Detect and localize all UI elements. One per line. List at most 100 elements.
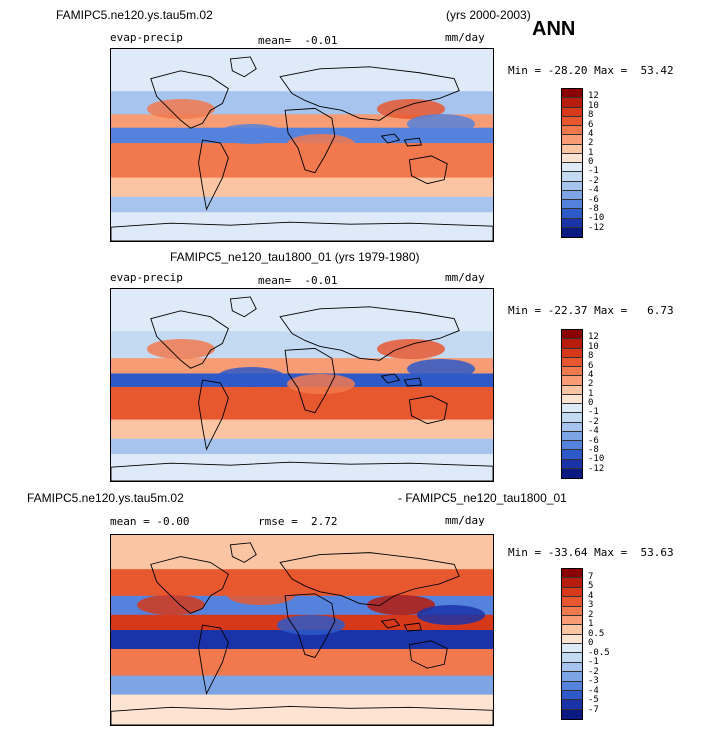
colorbar-swatch xyxy=(562,681,582,691)
panel2-variable: evap-precip xyxy=(110,271,183,284)
colorbar-swatch xyxy=(562,367,582,377)
coastline xyxy=(380,373,401,384)
field-anomaly xyxy=(217,367,285,387)
panel2-minmax: Min = -22.37 Max = 6.73 xyxy=(508,304,674,317)
colorbar-level-label: -12 xyxy=(588,222,605,233)
colorbar-swatch xyxy=(562,376,582,386)
coastline xyxy=(408,640,448,669)
colorbar-level-label: -1 xyxy=(588,657,599,667)
colorbar-swatch xyxy=(562,348,582,358)
panel3-map xyxy=(110,534,494,726)
colorbar-swatch xyxy=(562,459,582,469)
colorbar-level-label: 2 xyxy=(588,138,594,149)
coastline xyxy=(198,624,229,696)
coastline xyxy=(380,133,401,144)
colorbar-swatch xyxy=(562,606,582,616)
colorbar-level-label: 6 xyxy=(588,360,594,371)
colorbar-swatch xyxy=(562,468,582,478)
colorbar-swatch xyxy=(562,441,582,451)
colorbar-swatch xyxy=(562,394,582,404)
colorbar-level-label: -4 xyxy=(588,685,599,696)
coastline xyxy=(198,139,229,211)
field-band xyxy=(111,694,493,725)
colorbar-swatch xyxy=(562,709,582,719)
panel2-units: mm/day xyxy=(445,271,485,284)
field-band xyxy=(111,177,493,198)
panel1-map xyxy=(110,48,494,242)
panel3-title-right: - FAMIPC5_ne120_tau1800_01 xyxy=(398,491,567,505)
colorbar-level-label: 1 xyxy=(588,619,594,629)
panel3-minmax: Min = -33.64 Max = 53.63 xyxy=(508,546,674,559)
panel3-title-left: FAMIPC5.ne120.ys.tau5m.02 xyxy=(27,491,184,505)
coastline xyxy=(408,395,448,425)
panel2-colorbar xyxy=(561,329,583,479)
colorbar-swatch xyxy=(562,690,582,701)
colorbar-level-label: 0 xyxy=(588,398,594,408)
colorbar-level-label: -7 xyxy=(588,704,599,715)
colorbar-level-label: 0 xyxy=(588,157,594,167)
colorbar-level-label: -8 xyxy=(588,444,599,455)
field-anomaly xyxy=(377,99,445,119)
colorbar-swatch xyxy=(562,615,582,626)
colorbar-level-label: 10 xyxy=(588,100,599,111)
field-map-svg xyxy=(111,289,493,481)
colorbar-swatch xyxy=(562,190,582,200)
field-anomaly xyxy=(227,585,295,605)
field-band xyxy=(111,212,493,241)
colorbar-swatch xyxy=(562,163,582,173)
colorbar-swatch xyxy=(562,662,582,673)
colorbar-swatch xyxy=(562,98,582,108)
colorbar-swatch xyxy=(562,126,582,136)
field-map-svg xyxy=(111,535,493,725)
colorbar-swatch xyxy=(562,357,582,367)
panel3-mean: mean = -0.00 xyxy=(110,515,190,528)
colorbar-swatch xyxy=(562,218,582,228)
coastline xyxy=(279,552,460,606)
coastline xyxy=(380,618,401,629)
colorbar-swatch xyxy=(562,700,582,710)
field-band xyxy=(111,196,493,214)
colorbar-level-label: 4 xyxy=(588,369,594,380)
colorbar-swatch xyxy=(562,181,582,191)
field-band xyxy=(111,438,493,456)
colorbar-level-label: -6 xyxy=(588,194,599,205)
coastline xyxy=(229,56,257,78)
field-band xyxy=(111,569,493,597)
colorbar-swatch xyxy=(562,597,582,607)
field-anomaly xyxy=(147,339,215,359)
colorbar-level-label: -12 xyxy=(588,463,605,474)
field-anomaly xyxy=(377,339,445,359)
field-anomaly xyxy=(407,359,475,379)
coastline xyxy=(408,155,448,185)
colorbar-level-label: -1 xyxy=(588,166,599,177)
panel1-variable: evap-precip xyxy=(110,31,183,44)
colorbar-level-label: -4 xyxy=(588,185,599,196)
panel1-mean: mean= -0.01 xyxy=(258,34,338,47)
coastline xyxy=(150,70,229,129)
coastline xyxy=(229,296,257,318)
colorbar-level-label: 5 xyxy=(588,581,594,591)
colorbar-level-label: 7 xyxy=(588,571,594,582)
coastline xyxy=(111,705,493,725)
season-label: ANN xyxy=(532,18,576,40)
colorbar-swatch xyxy=(562,413,582,423)
colorbar-swatch xyxy=(562,172,582,182)
coastline xyxy=(150,556,229,614)
colorbar-swatch xyxy=(562,431,582,441)
colorbar-swatch xyxy=(562,200,582,210)
coastline xyxy=(150,310,229,369)
coastline xyxy=(284,593,336,658)
colorbar-level-label: 12 xyxy=(588,332,599,343)
colorbar-level-label: -8 xyxy=(588,203,599,214)
coastline xyxy=(279,66,460,121)
panel3-rmse: rmse = 2.72 xyxy=(258,515,338,528)
colorbar-swatch xyxy=(562,672,582,682)
field-band xyxy=(111,386,493,421)
colorbar-swatch xyxy=(562,153,582,163)
field-band xyxy=(111,649,493,677)
case1-title: FAMIPC5.ne120.ys.tau5m.02 xyxy=(56,8,213,22)
colorbar-swatch xyxy=(562,404,582,414)
field-anomaly xyxy=(137,595,205,615)
colorbar-level-label: 12 xyxy=(588,91,599,102)
colorbar-level-label: 2 xyxy=(588,609,594,620)
